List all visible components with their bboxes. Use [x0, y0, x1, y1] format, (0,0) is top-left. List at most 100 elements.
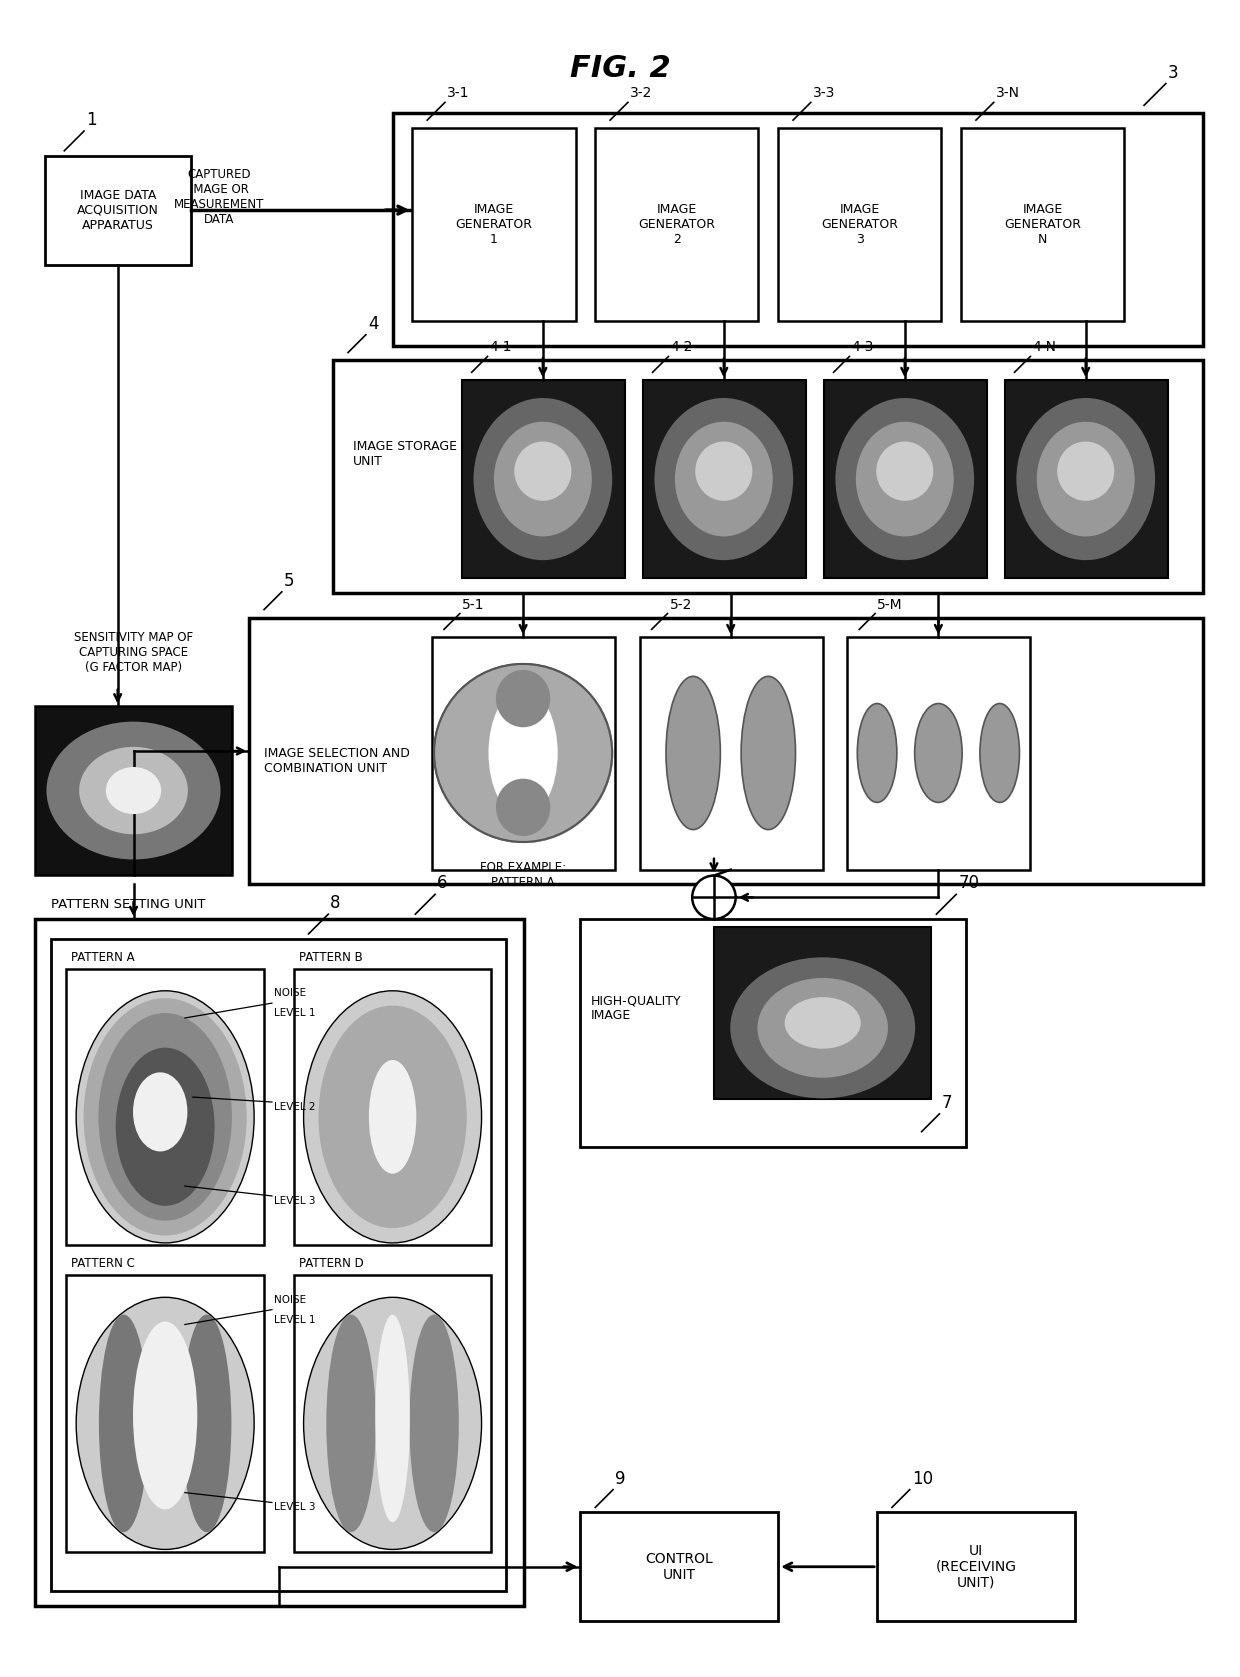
Text: PATTERN B: PATTERN B: [299, 951, 362, 964]
Ellipse shape: [515, 441, 572, 501]
Bar: [877, 1513, 1075, 1622]
Text: 3-N: 3-N: [996, 86, 1019, 101]
Ellipse shape: [99, 1315, 149, 1533]
Bar: [66, 969, 264, 1246]
Ellipse shape: [76, 991, 254, 1243]
Bar: [961, 127, 1125, 320]
Text: 4-3: 4-3: [852, 340, 874, 354]
Bar: [640, 637, 822, 870]
Ellipse shape: [877, 441, 934, 501]
Text: IMAGE
GENERATOR
1: IMAGE GENERATOR 1: [455, 203, 532, 247]
Bar: [847, 637, 1030, 870]
Bar: [51, 939, 506, 1591]
Text: LEVEL 3: LEVEL 3: [274, 1503, 315, 1513]
Bar: [779, 127, 941, 320]
Text: IMAGE
GENERATOR
N: IMAGE GENERATOR N: [1004, 203, 1081, 247]
Text: 9: 9: [615, 1469, 625, 1487]
Text: HIGH-QUALITY
IMAGE: HIGH-QUALITY IMAGE: [590, 994, 681, 1021]
Text: CONTROL
UNIT: CONTROL UNIT: [646, 1551, 713, 1581]
Text: CAPTURED
IMAGE OR
MEASUREMENT
DATA: CAPTURED IMAGE OR MEASUREMENT DATA: [175, 168, 264, 226]
Text: PATTERN C: PATTERN C: [71, 1258, 135, 1269]
Bar: [35, 919, 525, 1607]
Ellipse shape: [46, 721, 221, 860]
Text: 10: 10: [911, 1469, 932, 1487]
Ellipse shape: [376, 1315, 410, 1523]
Bar: [45, 156, 191, 265]
Ellipse shape: [105, 766, 161, 813]
Ellipse shape: [696, 441, 753, 501]
Text: 6: 6: [436, 874, 448, 892]
Ellipse shape: [133, 1072, 187, 1152]
Ellipse shape: [409, 1315, 459, 1533]
Text: 3: 3: [1168, 64, 1178, 82]
Text: PATTERN A: PATTERN A: [71, 951, 135, 964]
Ellipse shape: [1037, 421, 1135, 537]
Text: LEVEL 1: LEVEL 1: [274, 1315, 315, 1325]
Text: 3-1: 3-1: [446, 86, 470, 101]
Ellipse shape: [304, 1298, 481, 1550]
Ellipse shape: [304, 991, 481, 1243]
Text: 5-2: 5-2: [670, 597, 692, 612]
Text: SENSITIVITY MAP OF
CAPTURING SPACE
(G FACTOR MAP): SENSITIVITY MAP OF CAPTURING SPACE (G FA…: [74, 631, 193, 674]
Text: 5-1: 5-1: [461, 597, 485, 612]
Text: IMAGE
GENERATOR
3: IMAGE GENERATOR 3: [821, 203, 898, 247]
Ellipse shape: [494, 421, 591, 537]
Ellipse shape: [79, 746, 188, 833]
Text: 4-N: 4-N: [1033, 340, 1056, 354]
Ellipse shape: [319, 1006, 466, 1228]
Text: NOISE: NOISE: [274, 988, 306, 998]
Bar: [413, 127, 575, 320]
Ellipse shape: [915, 704, 962, 802]
Circle shape: [692, 875, 735, 919]
Text: 3-3: 3-3: [812, 86, 836, 101]
Ellipse shape: [496, 669, 551, 728]
Ellipse shape: [489, 689, 558, 817]
Text: FOR EXAMPLE:
PATTERN A: FOR EXAMPLE: PATTERN A: [480, 860, 567, 889]
Ellipse shape: [730, 958, 915, 1098]
Bar: [1004, 381, 1168, 579]
Bar: [714, 927, 931, 1098]
Text: 8: 8: [330, 894, 341, 912]
Bar: [334, 361, 1203, 592]
Ellipse shape: [836, 397, 975, 560]
Ellipse shape: [115, 1048, 215, 1206]
Text: 4: 4: [368, 315, 378, 332]
Ellipse shape: [1058, 441, 1115, 501]
Bar: [66, 1275, 264, 1551]
Bar: [249, 617, 1203, 884]
Text: 4-1: 4-1: [490, 340, 512, 354]
Ellipse shape: [76, 1298, 254, 1550]
Text: LEVEL 1: LEVEL 1: [274, 1008, 315, 1018]
Bar: [393, 114, 1203, 345]
Text: 3-2: 3-2: [630, 86, 652, 101]
Text: 5-M: 5-M: [877, 597, 903, 612]
Text: IMAGE DATA
ACQUISITION
APPARATUS: IMAGE DATA ACQUISITION APPARATUS: [77, 188, 159, 231]
Ellipse shape: [182, 1315, 232, 1533]
Bar: [432, 637, 615, 870]
Ellipse shape: [980, 704, 1019, 802]
Bar: [461, 381, 625, 579]
Text: LEVEL 3: LEVEL 3: [274, 1196, 315, 1206]
Ellipse shape: [326, 1315, 376, 1533]
Ellipse shape: [857, 704, 897, 802]
Text: IMAGE STORAGE
UNIT: IMAGE STORAGE UNIT: [353, 441, 458, 468]
Text: UI
(RECEIVING
UNIT): UI (RECEIVING UNIT): [935, 1543, 1017, 1590]
Bar: [580, 919, 966, 1147]
Text: FIG. 2: FIG. 2: [569, 54, 671, 82]
Text: LEVEL 2: LEVEL 2: [274, 1102, 315, 1112]
Bar: [642, 381, 806, 579]
Ellipse shape: [666, 676, 720, 830]
Bar: [294, 969, 491, 1246]
Bar: [595, 127, 759, 320]
Bar: [294, 1275, 491, 1551]
Ellipse shape: [474, 397, 613, 560]
Text: 5: 5: [284, 572, 294, 590]
Ellipse shape: [856, 421, 954, 537]
Ellipse shape: [758, 978, 888, 1078]
Ellipse shape: [368, 1060, 417, 1174]
Ellipse shape: [655, 397, 794, 560]
Text: 7: 7: [941, 1093, 952, 1112]
Bar: [823, 381, 987, 579]
Bar: [580, 1513, 779, 1622]
Bar: [35, 706, 232, 875]
